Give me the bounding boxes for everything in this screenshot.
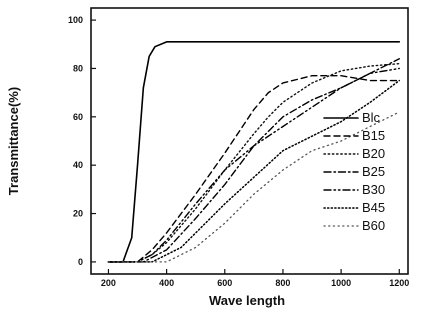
- y-axis-title: Transmittance(%): [6, 87, 21, 195]
- series-layer: [107, 41, 401, 263]
- series-blc-line: [107, 41, 401, 263]
- y-tick-label: 80: [73, 63, 83, 73]
- x-tick-label: 600: [217, 278, 232, 288]
- y-tick-label: 0: [78, 257, 83, 267]
- legend-label-b60: B60: [362, 218, 385, 233]
- x-tick-label: 1000: [331, 278, 351, 288]
- legend-label-blc: Blc: [362, 110, 381, 125]
- series-b60-line: [107, 111, 400, 263]
- series-b15-line: [107, 75, 400, 263]
- x-tick-label: 400: [159, 278, 174, 288]
- y-tick-label: 40: [73, 160, 83, 170]
- x-axis-title: Wave length: [209, 293, 285, 308]
- legend: Blc B15 B20 B25 B30 B45 B60: [323, 110, 385, 233]
- legend-label-b45: B45: [362, 200, 385, 215]
- x-tick-label: 800: [275, 278, 290, 288]
- series-b30-line: [107, 67, 400, 263]
- y-axis-ticks: 0 20 40 60 80 100: [68, 15, 96, 267]
- legend-label-b25: B25: [362, 164, 385, 179]
- y-tick-label: 20: [73, 209, 83, 219]
- legend-label-b20: B20: [362, 146, 385, 161]
- y-tick-label: 60: [73, 112, 83, 122]
- plot-frame: [90, 7, 409, 275]
- legend-label-b15: B15: [362, 128, 385, 143]
- x-tick-label: 1200: [389, 278, 409, 288]
- x-axis-ticks: 200 400 600 800 1000 1200: [101, 269, 409, 288]
- y-tick-label: 100: [68, 15, 83, 25]
- x-tick-label: 200: [101, 278, 116, 288]
- series-b45-line: [107, 79, 401, 263]
- legend-label-b30: B30: [362, 182, 385, 197]
